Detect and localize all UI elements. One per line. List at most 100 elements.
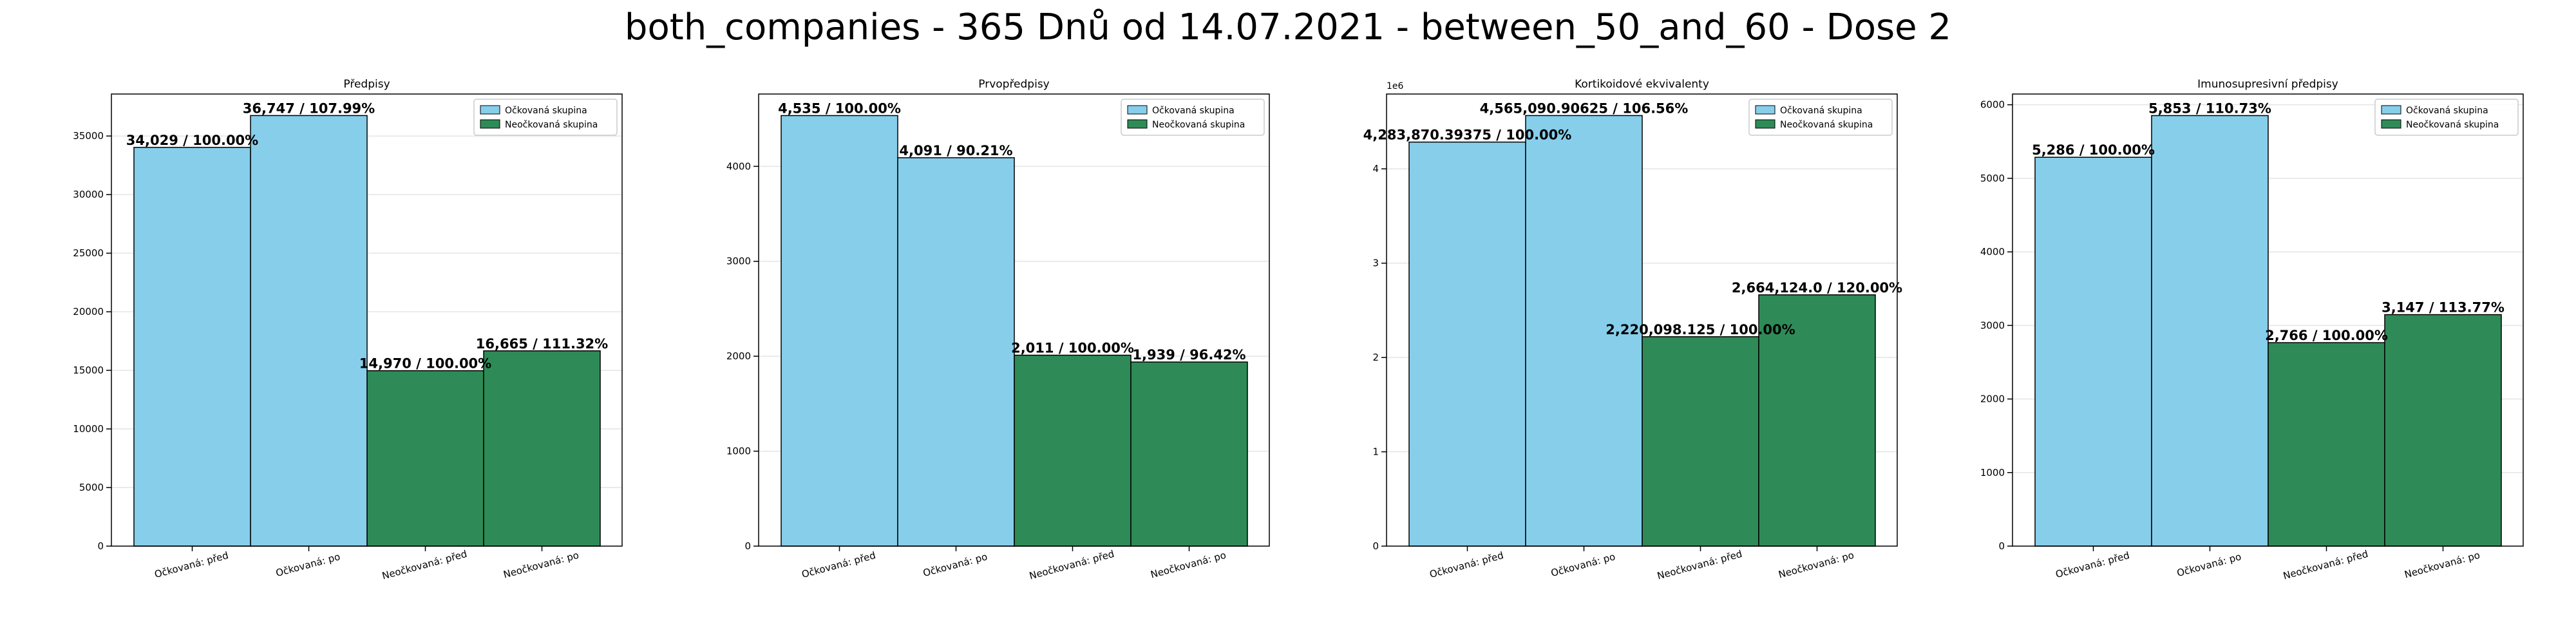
x-tick-label: Neočkovaná: před	[1656, 548, 1743, 582]
bar	[1014, 354, 1132, 547]
y-tick-label: 0	[1372, 540, 1379, 552]
x-tick-label: Neočkovaná: před	[381, 548, 468, 582]
y-tick-label: 10000	[73, 423, 104, 435]
y-tick-label: 1000	[1980, 467, 2005, 478]
legend-box	[1748, 99, 1893, 136]
y-tick-label: 2000	[726, 350, 751, 362]
x-tick-label: Očkovaná: před	[2054, 549, 2131, 580]
y-tick-label: 0	[1998, 540, 2005, 552]
axes-frame	[2012, 93, 2524, 547]
axes-frame	[111, 93, 623, 547]
bar-value-label: 4,535 / 100.00%	[778, 100, 901, 116]
y-offset-label: 1e6	[1387, 81, 1404, 91]
legend-label: Neočkovaná skupina	[2406, 120, 2499, 130]
legend-swatch	[2381, 119, 2401, 129]
x-tick-label: Očkovaná: před	[800, 549, 877, 580]
bar-value-label: 2,766 / 100.00%	[2265, 328, 2388, 343]
bar-value-label: 1,939 / 96.42%	[1132, 347, 1245, 363]
legend-label: Očkovaná skupina	[505, 106, 587, 116]
y-tick-label: 35000	[73, 130, 104, 142]
legend-label: Neočkovaná skupina	[505, 120, 598, 130]
bar	[483, 350, 601, 547]
bar	[1130, 361, 1248, 547]
x-tick-label: Neočkovaná: po	[502, 549, 580, 581]
x-tick-label: Očkovaná: po	[1549, 551, 1616, 579]
bar-value-label: 34,029 / 100.00%	[126, 133, 258, 148]
chart-title: Předpisy	[343, 78, 390, 91]
legend-label: Očkovaná skupina	[2406, 106, 2488, 116]
y-tick-label: 25000	[73, 247, 104, 259]
bar-value-label: 2,664,124.0 / 120.00%	[1732, 280, 1902, 296]
y-tick-label: 4000	[726, 160, 751, 172]
x-tick-label: Neočkovaná: po	[1150, 549, 1227, 581]
x-tick-label: Očkovaná: před	[153, 549, 230, 580]
chart-panel: 5,286 / 100.00% 5,853 / 110.73% 2,766 / 10…	[1980, 78, 2524, 582]
legend-swatch	[480, 105, 500, 115]
legend-label: Očkovaná skupina	[1152, 106, 1235, 116]
x-tick-label: Neočkovaná: po	[1777, 549, 1855, 581]
legend-box	[473, 99, 618, 136]
legend-swatch	[2381, 105, 2401, 115]
y-tick-label: 1	[1372, 446, 1379, 458]
x-tick-label: Očkovaná: před	[1428, 549, 1505, 580]
legend-swatch	[1755, 119, 1776, 129]
bar-value-label: 5,286 / 100.00%	[2032, 142, 2155, 158]
bar	[133, 147, 251, 547]
bar	[1642, 336, 1759, 547]
legend-swatch	[1755, 105, 1776, 115]
bar-value-label: 4,283,870.39375 / 100.00%	[1363, 128, 1572, 143]
legend-swatch	[480, 119, 500, 129]
y-tick-label: 3000	[1980, 319, 2005, 331]
bar	[1408, 141, 1526, 547]
bar	[781, 115, 898, 547]
bar-value-label: 16,665 / 111.32%	[476, 336, 608, 352]
bar-value-label: 2,011 / 100.00%	[1011, 341, 1134, 356]
bar-value-label: 2,220,098.125 / 100.00%	[1605, 322, 1795, 337]
figure-title: both_companies - 365 Dnů od 14.07.2021 -…	[624, 6, 1952, 48]
x-tick-label: Očkovaná: po	[2175, 551, 2242, 579]
bar	[2151, 115, 2269, 547]
x-tick-label: Neočkovaná: před	[1028, 548, 1115, 582]
bar	[2384, 314, 2502, 547]
chart-panel: 4,283,870.39375 / 100.00% 4,565,090.90625…	[1363, 78, 1902, 582]
chart-title: Kortikoidové ekvivalenty	[1575, 78, 1709, 91]
y-tick-label: 1000	[726, 446, 751, 457]
y-tick-label: 30000	[73, 189, 104, 200]
legend-label: Neočkovaná skupina	[1780, 120, 1873, 130]
bar	[1758, 294, 1876, 547]
bar	[250, 115, 368, 547]
legend-label: Očkovaná skupina	[1780, 106, 1862, 116]
y-tick-label: 15000	[73, 365, 104, 376]
bar	[2268, 342, 2385, 547]
bar	[1525, 115, 1643, 547]
y-tick-label: 20000	[73, 306, 104, 317]
legend-box	[2374, 99, 2519, 136]
y-tick-label: 4	[1372, 163, 1379, 175]
x-tick-label: Očkovaná: po	[922, 551, 989, 579]
chart-title: Imunosupresivní předpisy	[2197, 78, 2338, 91]
bar	[366, 370, 484, 547]
legend-swatch	[1127, 105, 1148, 115]
legend-label: Neočkovaná skupina	[1152, 120, 1245, 130]
axes-frame	[758, 93, 1270, 547]
y-tick-label: 2000	[1980, 393, 2005, 405]
bar-value-label: 4,091 / 90.21%	[899, 143, 1012, 158]
y-tick-label: 3	[1372, 258, 1379, 269]
x-tick-label: Očkovaná: po	[274, 551, 341, 579]
bar-value-label: 5,853 / 110.73%	[2148, 100, 2271, 116]
y-tick-label: 0	[744, 540, 751, 552]
x-tick-label: Neočkovaná: po	[2403, 549, 2481, 581]
bar	[897, 157, 1015, 547]
y-tick-label: 0	[97, 540, 104, 552]
x-tick-label: Neočkovaná: před	[2282, 548, 2369, 582]
bar-value-label: 4,565,090.90625 / 106.56%	[1480, 100, 1689, 116]
chart-panel: 4,535 / 100.00% 4,091 / 90.21% 2,011 / 100…	[726, 78, 1270, 582]
bar-value-label: 3,147 / 113.77%	[2382, 300, 2505, 316]
legend-swatch	[1127, 119, 1148, 129]
y-tick-label: 3000	[726, 256, 751, 267]
bar-value-label: 36,747 / 107.99%	[243, 100, 375, 116]
bar	[2034, 156, 2152, 547]
bar-value-label: 14,970 / 100.00%	[359, 356, 491, 372]
y-tick-label: 6000	[1980, 99, 2005, 111]
legend-box	[1121, 99, 1265, 136]
